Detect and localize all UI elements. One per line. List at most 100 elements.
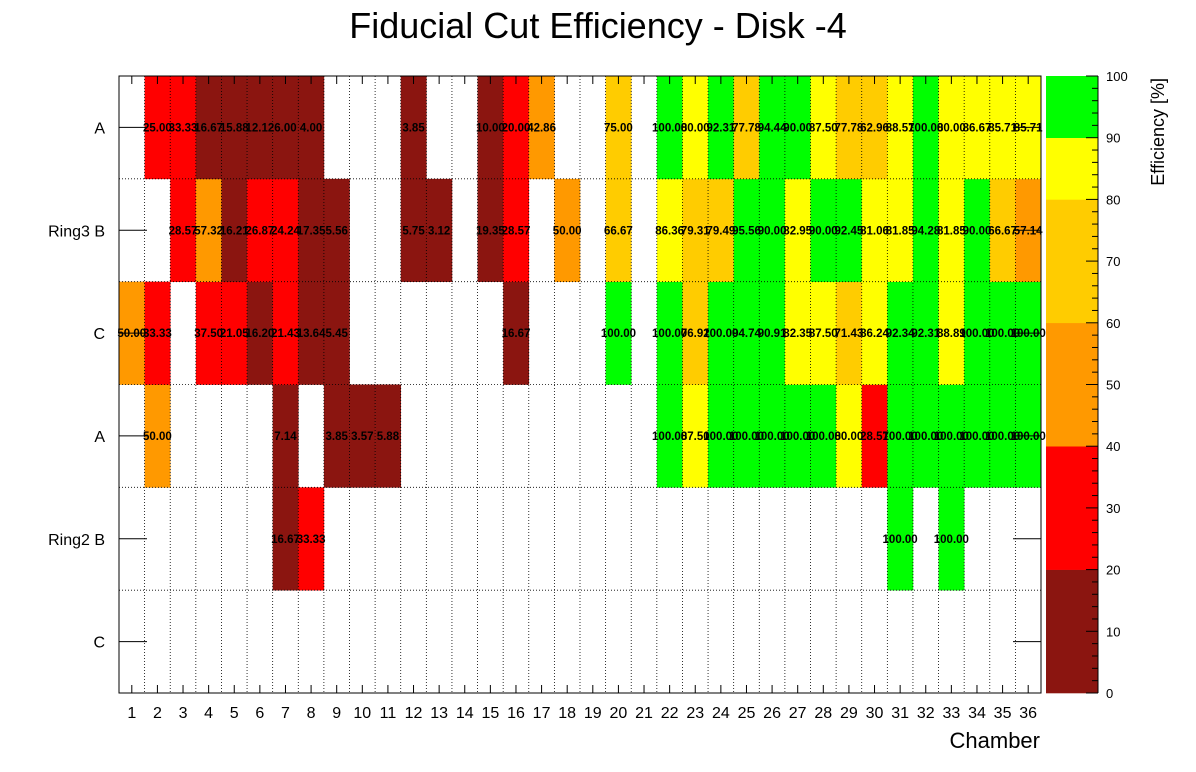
heatmap-cell	[170, 76, 197, 180]
cell-value-label: 7.14	[274, 431, 297, 443]
cell-value-label: 100.00	[1011, 431, 1046, 443]
cell-value-label: 81.85	[886, 225, 915, 237]
heatmap-cell	[989, 178, 1016, 282]
cell-value-label: 79.31	[681, 225, 710, 237]
heatmap-cell	[144, 384, 171, 488]
heatmap-cell	[323, 178, 350, 282]
cell-value-label: 50.00	[553, 225, 582, 237]
heatmap-cell	[298, 487, 325, 591]
heatmap-cell	[861, 178, 888, 282]
heatmap-cell	[605, 281, 632, 385]
cell-value-label: 85.71	[1014, 122, 1043, 134]
cell-value-label: 13.64	[297, 328, 326, 340]
heatmap-cell	[759, 178, 786, 282]
color-scale-ticks: 0 10 20 30 40 50 60 70 80 90 100	[1086, 69, 1128, 701]
cell-value-label: 15.88	[220, 122, 249, 134]
cell-value-label: 94.74	[732, 328, 761, 340]
heatmap-cell	[887, 178, 914, 282]
heatmap-cell	[759, 76, 786, 180]
y-tick-label: A	[94, 120, 105, 137]
cell-value-label: 87.50	[809, 122, 838, 134]
cell-value-label: 80.00	[937, 122, 966, 134]
heatmap-cell	[656, 281, 683, 385]
cell-value-label: 100.00	[703, 328, 738, 340]
x-tick-label: 30	[866, 705, 884, 722]
cell-value-label: 88.57	[886, 122, 915, 134]
heatmap-cell	[912, 178, 939, 282]
x-tick-label: 1	[127, 705, 136, 722]
color-scale-tick-label: 50	[1106, 378, 1120, 393]
plot-frame	[118, 75, 1042, 694]
heatmap-cell	[400, 76, 427, 180]
x-tick-label: 20	[610, 705, 628, 722]
heatmap-cell	[784, 281, 811, 385]
cell-value-label: 3.57	[351, 431, 373, 443]
y-tick-label: C	[93, 326, 105, 343]
color-scale-band	[1046, 76, 1098, 138]
heatmap-cell	[554, 178, 581, 282]
cell-value-label: 50.00	[117, 328, 146, 340]
x-tick-label: 31	[891, 705, 909, 722]
cell-value-label: 28.57	[169, 225, 198, 237]
heatmap-cell	[887, 487, 914, 591]
x-tick-label: 3	[179, 705, 188, 722]
heatmap-cell	[503, 178, 530, 282]
x-tick-label: 13	[430, 705, 448, 722]
heatmap-cell	[938, 487, 965, 591]
cell-value-label: 92.31	[706, 122, 735, 134]
cell-value-label: 3.85	[325, 431, 348, 443]
x-tick-label: 26	[763, 705, 781, 722]
color-scale-tick-label: 60	[1106, 316, 1120, 331]
cell-value-label: 5.56	[325, 225, 347, 237]
color-scale-tick-label: 10	[1106, 624, 1120, 639]
heatmap-cell	[503, 76, 530, 180]
heatmap-cell	[144, 281, 171, 385]
x-tick-label: 34	[968, 705, 986, 722]
grid-lines	[119, 76, 1041, 693]
cell-value-label: 80.00	[681, 122, 710, 134]
cell-value-label: 77.78	[835, 122, 864, 134]
cell-value-label: 33.33	[297, 534, 326, 546]
color-scale-title: Efficiency [%]	[1148, 78, 1168, 186]
cell-value-label: 86.36	[655, 225, 684, 237]
heatmap-cell	[682, 76, 709, 180]
x-tick-label: 33	[942, 705, 960, 722]
x-tick-label: 8	[307, 705, 316, 722]
cell-value-label: 28.57	[860, 431, 889, 443]
cell-value-label: 100.00	[985, 328, 1020, 340]
cell-value-label: 92.34	[886, 328, 915, 340]
cell-value-label: 87.50	[681, 431, 710, 443]
heatmap-cell	[144, 76, 171, 180]
cell-value-label: 3.12	[428, 225, 450, 237]
heatmap-cell	[298, 76, 325, 180]
chart-title: Fiducial Cut Efficiency - Disk -4	[349, 5, 846, 46]
cell-value-label: 100.00	[754, 431, 789, 443]
heatmap-cell	[708, 178, 734, 282]
heatmap-cell	[272, 281, 299, 385]
cell-value-label: 50.00	[143, 431, 172, 443]
cell-value-label: 100.00	[806, 431, 841, 443]
heatmap-cell	[938, 384, 965, 488]
y-tick-label: Ring2 B	[48, 532, 105, 549]
heatmap-cell	[810, 384, 837, 488]
y-tick-label: Ring3 B	[48, 223, 105, 240]
heatmap-cell	[298, 281, 325, 385]
cell-value-label: 85.71	[988, 122, 1017, 134]
x-tick-label: 5	[230, 705, 239, 722]
heatmap-cell	[170, 178, 197, 282]
heatmap-cell	[708, 281, 734, 385]
cell-value-label: 81.85	[937, 225, 966, 237]
heatmap-cell	[247, 281, 273, 385]
cell-value-label: 88.89	[937, 328, 966, 340]
cell-value-label: 37.50	[194, 328, 223, 340]
heatmap-cell	[912, 76, 939, 180]
cell-value-label: 100.00	[780, 431, 815, 443]
x-tick-label: 17	[533, 705, 551, 722]
cell-value-label: 100.00	[908, 431, 943, 443]
color-scale-tick-label: 20	[1106, 563, 1120, 578]
color-scale-band	[1046, 137, 1098, 200]
heatmap-cell	[989, 76, 1016, 180]
x-tick-label: 21	[635, 705, 653, 722]
heatmap-cell	[938, 281, 965, 385]
